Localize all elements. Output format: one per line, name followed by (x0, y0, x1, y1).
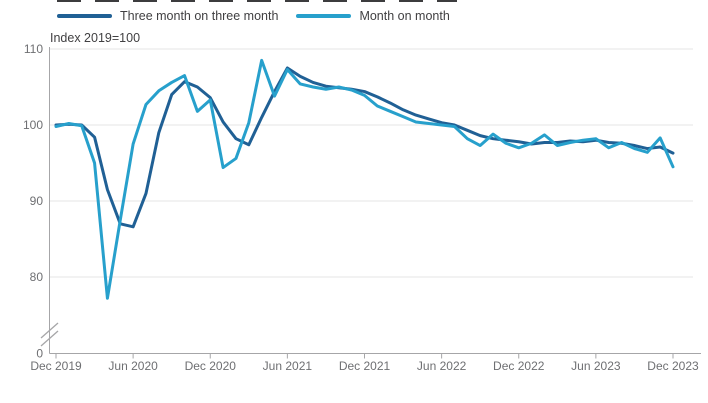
x-tick-label: Dec 2023 (647, 359, 699, 373)
cropped-heading-remnant (57, 0, 457, 2)
x-tick-label: Dec 2021 (339, 359, 391, 373)
y-tick-label: 90 (30, 194, 44, 208)
legend-label: Month on month (359, 9, 450, 23)
axis-break-mark (40, 330, 59, 347)
legend-swatch (57, 14, 112, 18)
x-tick-label: Dec 2019 (30, 359, 82, 373)
chart-legend: Three month on three month Month on mont… (57, 9, 450, 23)
axis-unit-label: Index 2019=100 (50, 31, 141, 45)
axis-break-mark (40, 322, 59, 339)
x-tick-label: Jun 2020 (108, 359, 158, 373)
y-tick-label: 100 (23, 118, 43, 132)
legend-item-month-on-month: Month on month (296, 9, 450, 23)
x-tick-label: Jun 2021 (263, 359, 313, 373)
x-tick-label: Dec 2020 (185, 359, 237, 373)
x-tick-label: Jun 2023 (571, 359, 621, 373)
x-tick-label: Dec 2022 (493, 359, 545, 373)
legend-item-three-month: Three month on three month (57, 9, 278, 23)
y-tick-label: 0 (36, 347, 43, 361)
series-line-month-on-month (54, 58, 675, 300)
y-tick-label: 80 (30, 270, 44, 284)
x-tick-label: Jun 2022 (417, 359, 467, 373)
y-tick-label: 110 (24, 42, 43, 56)
legend-swatch (296, 14, 352, 18)
series-line-three-month-on-three-month (54, 66, 675, 229)
legend-label: Three month on three month (120, 9, 279, 23)
